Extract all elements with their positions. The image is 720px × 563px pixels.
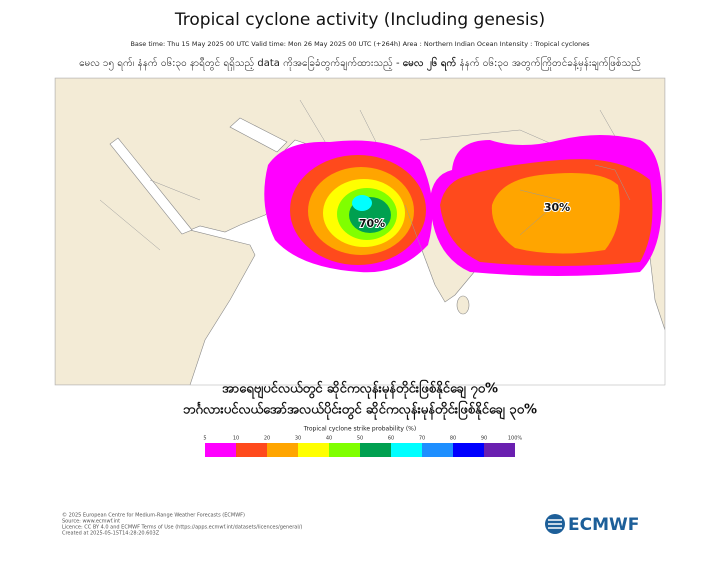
note: မေလ ၁၅ ရက်၊ နံနက် ၀၆:၃၀ နာရီတွင် ရရှိသည့… bbox=[79, 55, 641, 72]
legend-label: 10 bbox=[233, 436, 239, 442]
legend-label: 60 bbox=[388, 436, 394, 442]
legend-swatch bbox=[205, 443, 236, 457]
legend-label: 50 bbox=[357, 436, 363, 442]
footer-line: Source: www.ecmwf.int bbox=[62, 519, 120, 525]
logo: ECMWF bbox=[545, 514, 639, 535]
note-part: နံနက် ၀၆:၃၀ အတွက်ကြိုတင်ခန့်မှန်းချက်ဖြစ… bbox=[459, 55, 640, 71]
footer-line: Licence: CC BY 4.0 and ECMWF Terms of Us… bbox=[62, 525, 302, 531]
title: Tropical cyclone activity (Including gen… bbox=[174, 10, 545, 30]
legend-swatch bbox=[453, 443, 484, 457]
legend-swatch bbox=[391, 443, 422, 457]
probability-label: 30% bbox=[544, 201, 570, 214]
probability-label: 70% bbox=[359, 217, 385, 230]
legend-swatch bbox=[360, 443, 391, 457]
legend-label: 70 bbox=[419, 436, 425, 442]
legend-label: 20 bbox=[264, 436, 270, 442]
caption-line: အာရေဗျပင်လယ်တွင် ဆိုင်ကလုန်းမုန်တိုင်းဖြ… bbox=[222, 379, 498, 400]
legend-swatch bbox=[236, 443, 267, 457]
legend-swatch bbox=[484, 443, 515, 457]
legend-label: 5 bbox=[203, 436, 206, 442]
legend-swatch bbox=[329, 443, 360, 457]
legend-swatch bbox=[422, 443, 453, 457]
legend-label: 30 bbox=[295, 436, 301, 442]
legend-title: Tropical cyclone strike probability (%) bbox=[303, 426, 416, 433]
note-bold: မေလ ၂၆ ရက် bbox=[403, 56, 457, 72]
note-part: မေလ ၁၅ ရက်၊ နံနက် ၀၆:၃၀ နာရီတွင် ရရှိသည့… bbox=[79, 55, 400, 71]
map: 70% 30% bbox=[54, 77, 666, 386]
legend-swatch bbox=[267, 443, 298, 457]
caption-line: ဘင်္ဂလားပင်လယ်အော်အလယ်ပိုင်းတွင် ဆိုင်ကလ… bbox=[183, 400, 537, 421]
legend: Tropical cyclone strike probability (%) … bbox=[203, 426, 523, 457]
subtitle: Base time: Thu 15 May 2025 00 UTC Valid … bbox=[130, 40, 590, 48]
logo-text: ECMWF bbox=[568, 515, 639, 535]
legend-label: 90 bbox=[481, 436, 487, 442]
legend-swatch bbox=[298, 443, 329, 457]
footer-line: Created at 2025-05-15T14:28:20.603Z bbox=[62, 531, 160, 537]
footer-line: © 2025 European Centre for Medium-Range … bbox=[62, 512, 245, 519]
legend-label: 100% bbox=[508, 436, 523, 442]
legend-label: 40 bbox=[326, 436, 332, 442]
legend-label: 80 bbox=[450, 436, 456, 442]
footer: © 2025 European Centre for Medium-Range … bbox=[62, 512, 302, 537]
